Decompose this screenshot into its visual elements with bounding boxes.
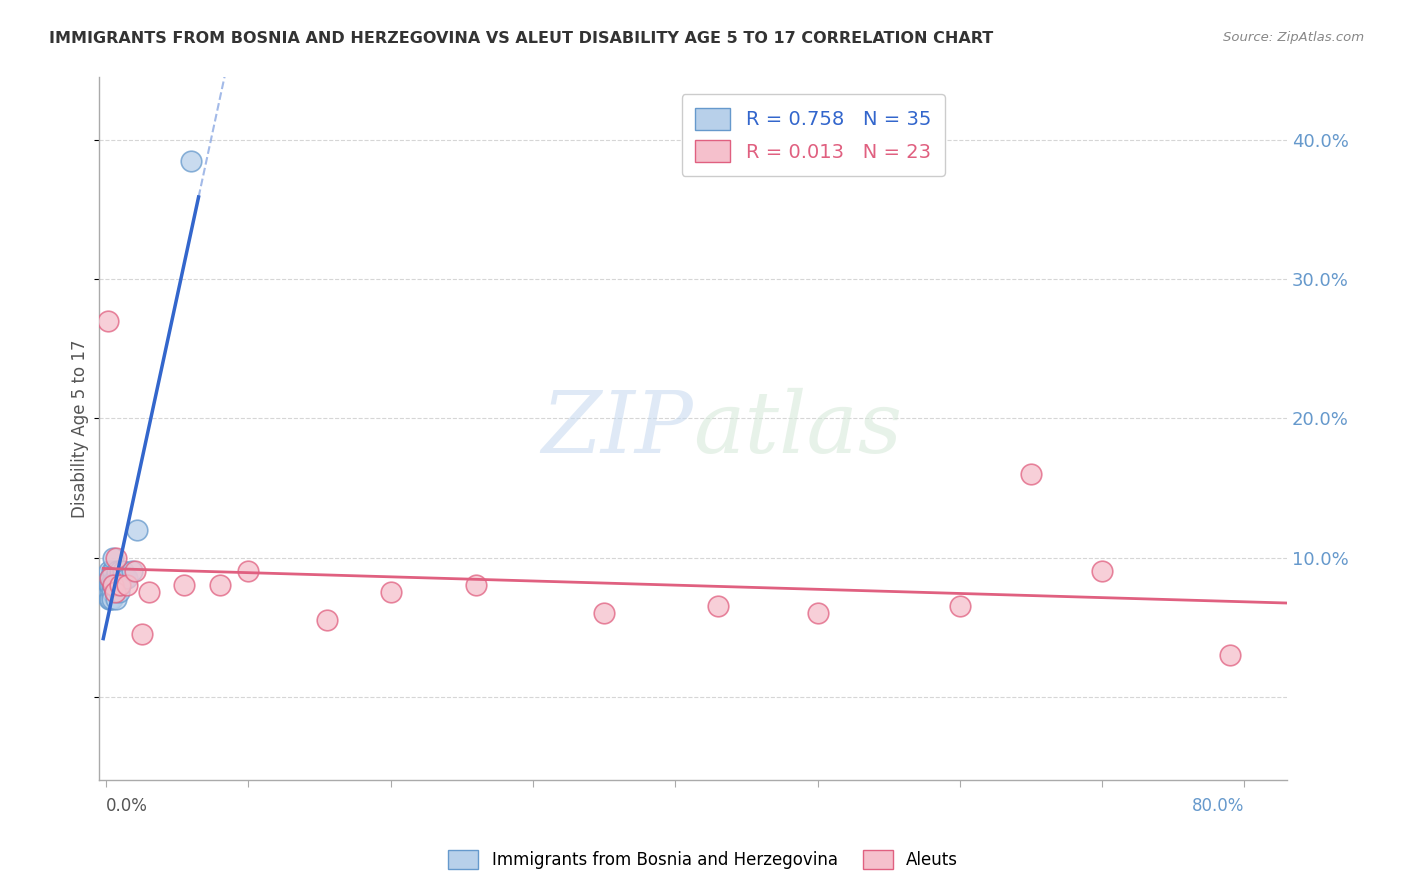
Point (238, 565, 260, 579)
Point (103, 578, 125, 592)
Point (96, 314, 118, 328)
Point (112, 565, 135, 579)
Text: 80.0%: 80.0% (1192, 797, 1244, 815)
Point (97, 565, 120, 579)
Point (208, 578, 231, 592)
Point (100, 592, 122, 607)
Point (111, 571, 134, 585)
Point (101, 565, 124, 579)
Point (96, 585, 118, 599)
Point (806, 606, 828, 620)
Point (117, 578, 139, 592)
Text: Source: ZipAtlas.com: Source: ZipAtlas.com (1223, 31, 1364, 45)
Point (105, 592, 128, 607)
Point (127, 523, 149, 537)
Point (103, 578, 125, 592)
Point (949, 599, 972, 614)
Point (104, 585, 127, 599)
Point (100, 585, 122, 599)
Point (138, 585, 160, 599)
Point (97, 578, 120, 592)
Point (103, 550, 125, 565)
Point (315, 613, 337, 627)
Point (1219, 648, 1241, 662)
Point (101, 592, 124, 607)
Point (108, 571, 131, 585)
Point (97, 592, 120, 607)
Point (1019, 467, 1042, 481)
Point (108, 585, 131, 599)
Point (100, 571, 122, 585)
Point (1091, 565, 1114, 579)
Point (110, 578, 132, 592)
Point (110, 578, 132, 592)
Point (593, 606, 616, 620)
Text: atlas: atlas (693, 387, 903, 470)
Point (105, 571, 128, 585)
Point (104, 585, 127, 599)
Point (124, 565, 146, 579)
Y-axis label: Disability Age 5 to 17: Disability Age 5 to 17 (72, 340, 89, 518)
Point (101, 578, 124, 592)
Legend: Immigrants from Bosnia and Herzegovina, Aleuts: Immigrants from Bosnia and Herzegovina, … (439, 840, 967, 880)
Point (131, 627, 153, 641)
Text: ZIP: ZIP (541, 387, 693, 470)
Point (104, 578, 127, 592)
Point (114, 571, 136, 585)
Point (103, 571, 125, 585)
Point (107, 565, 129, 579)
Point (101, 585, 124, 599)
Text: 0.0%: 0.0% (105, 797, 148, 815)
Point (121, 565, 143, 579)
Point (380, 585, 402, 599)
Point (707, 599, 730, 614)
Point (107, 578, 129, 592)
Point (105, 550, 128, 565)
Point (180, 153, 202, 168)
Point (173, 578, 195, 592)
Point (103, 565, 125, 579)
Point (465, 578, 488, 592)
Point (100, 578, 122, 592)
Point (100, 571, 122, 585)
Point (104, 571, 127, 585)
Legend: R = 0.758   N = 35, R = 0.013   N = 23: R = 0.758 N = 35, R = 0.013 N = 23 (682, 95, 945, 176)
Point (117, 571, 139, 585)
Text: IMMIGRANTS FROM BOSNIA AND HERZEGOVINA VS ALEUT DISABILITY AGE 5 TO 17 CORRELATI: IMMIGRANTS FROM BOSNIA AND HERZEGOVINA V… (49, 31, 994, 46)
Point (110, 565, 132, 579)
Point (105, 578, 128, 592)
